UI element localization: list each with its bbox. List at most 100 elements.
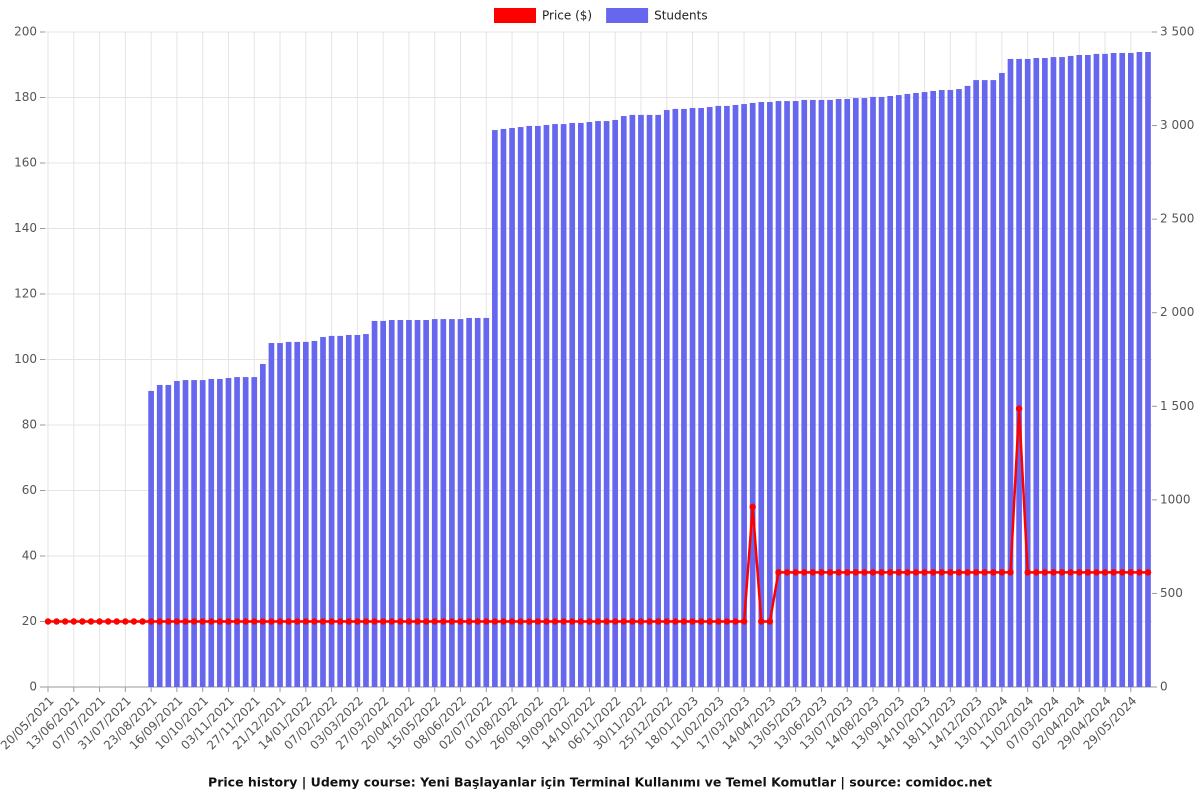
bar xyxy=(1067,55,1074,687)
bar xyxy=(1136,52,1143,687)
point xyxy=(869,569,877,576)
y2-tick-label: 1000 xyxy=(1160,492,1191,506)
point xyxy=(44,618,52,625)
bar xyxy=(302,341,309,687)
point xyxy=(912,569,920,576)
point xyxy=(998,569,1006,576)
point xyxy=(689,618,696,625)
bar xyxy=(208,378,215,687)
point xyxy=(182,618,189,625)
bar xyxy=(1102,53,1108,688)
bar xyxy=(242,377,249,687)
point xyxy=(1101,569,1109,576)
bar xyxy=(990,80,997,688)
point xyxy=(79,618,86,625)
y2-tick-label: 500 xyxy=(1160,586,1183,600)
point xyxy=(895,569,902,576)
point xyxy=(972,569,980,576)
point xyxy=(1033,569,1040,576)
y-tick-label: 80 xyxy=(22,418,37,432)
point xyxy=(414,618,421,625)
bar xyxy=(191,380,197,687)
point xyxy=(457,618,464,625)
bar xyxy=(294,341,301,687)
bar xyxy=(646,114,653,687)
point xyxy=(302,618,310,625)
bar xyxy=(930,90,936,687)
y2-tick-label: 1 500 xyxy=(1160,399,1194,413)
point xyxy=(1024,569,1031,576)
bar xyxy=(1033,58,1040,687)
point xyxy=(672,618,679,625)
point xyxy=(259,618,267,625)
point xyxy=(199,618,206,625)
bar xyxy=(492,130,498,687)
y-tick-label: 140 xyxy=(14,221,37,235)
point xyxy=(964,569,971,576)
bar xyxy=(827,99,833,687)
bar xyxy=(861,98,868,688)
point xyxy=(904,569,911,576)
bar xyxy=(629,114,636,687)
bar xyxy=(1119,52,1126,687)
point xyxy=(844,569,851,576)
y-tick-label: 20 xyxy=(22,614,37,628)
point xyxy=(122,618,129,625)
point xyxy=(354,618,361,625)
point xyxy=(886,569,894,576)
bar xyxy=(225,378,232,687)
bar xyxy=(1076,55,1083,688)
bar xyxy=(663,110,670,687)
point xyxy=(345,618,352,625)
bar xyxy=(234,377,240,687)
bar xyxy=(560,124,567,688)
bar xyxy=(956,89,962,688)
point xyxy=(663,618,670,625)
point xyxy=(139,618,146,625)
bar xyxy=(440,319,447,687)
bar xyxy=(672,108,679,687)
legend-swatch xyxy=(606,8,649,23)
point xyxy=(405,618,413,625)
bar xyxy=(835,98,842,688)
bar xyxy=(964,85,971,687)
bar xyxy=(199,380,206,687)
point xyxy=(491,618,499,625)
point xyxy=(569,618,576,625)
bar xyxy=(586,122,593,687)
point xyxy=(130,618,138,625)
bar xyxy=(913,93,919,688)
bar xyxy=(999,72,1005,688)
point xyxy=(981,569,988,576)
point xyxy=(611,618,619,625)
bar xyxy=(251,377,258,687)
bar xyxy=(535,125,541,687)
bar xyxy=(681,108,687,687)
point xyxy=(1067,569,1074,576)
y2-tick-label: 3 500 xyxy=(1160,25,1194,39)
bar xyxy=(1093,53,1100,688)
point xyxy=(1119,569,1126,576)
bar xyxy=(320,337,326,687)
point xyxy=(543,618,550,625)
bar xyxy=(612,119,619,687)
point xyxy=(1015,405,1023,412)
point xyxy=(388,618,395,625)
point xyxy=(276,618,284,625)
point xyxy=(440,618,447,625)
point xyxy=(577,618,585,625)
point xyxy=(508,618,516,625)
point xyxy=(654,618,662,625)
point xyxy=(955,569,963,576)
bar xyxy=(268,343,275,687)
bar xyxy=(577,122,584,688)
point xyxy=(156,618,163,625)
y-tick-label: 180 xyxy=(14,90,37,104)
point xyxy=(1007,569,1014,576)
bar xyxy=(449,319,455,687)
bar xyxy=(724,105,730,687)
bar xyxy=(337,335,344,687)
point xyxy=(818,569,825,576)
bar xyxy=(689,107,696,688)
point xyxy=(1136,569,1143,576)
